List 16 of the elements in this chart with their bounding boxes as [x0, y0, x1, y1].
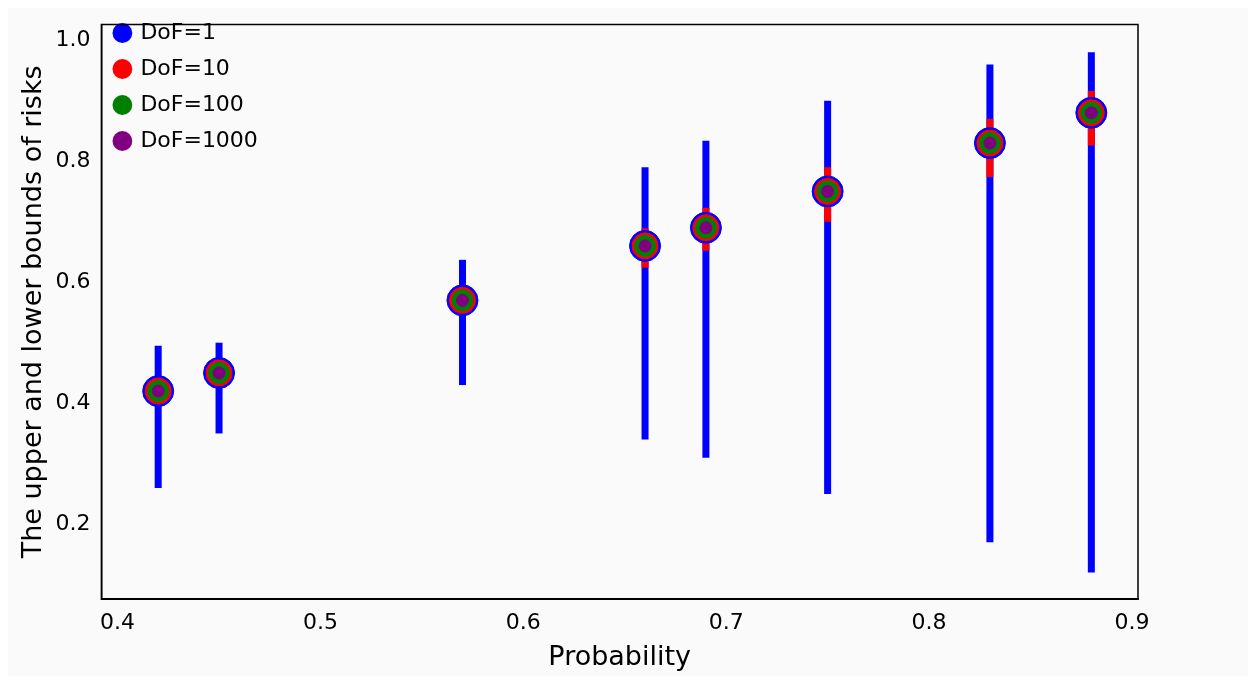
x-tick-label: 0.4 — [100, 609, 136, 635]
x-tick-label: 0.6 — [505, 609, 541, 635]
y-tick-label: 0.6 — [55, 267, 91, 293]
y-tick-label: 1.0 — [55, 25, 91, 51]
y-tick-label: 0.8 — [55, 146, 91, 172]
x-tick-label: 0.8 — [911, 609, 947, 635]
y-tick-label: 0.2 — [55, 509, 91, 535]
x-axis-title: Probability — [548, 639, 692, 671]
legend-label: DoF=1000 — [140, 126, 258, 152]
y-tick-label: 0.4 — [55, 388, 91, 414]
x-tick-label: 0.7 — [708, 609, 744, 635]
legend-label: DoF=100 — [140, 90, 244, 116]
x-tick-label: 0.5 — [302, 609, 338, 635]
y-axis-title: The upper and lower bounds of risks — [16, 65, 48, 560]
x-tick-label: 0.9 — [1114, 609, 1150, 635]
legend-label: DoF=10 — [140, 54, 230, 80]
